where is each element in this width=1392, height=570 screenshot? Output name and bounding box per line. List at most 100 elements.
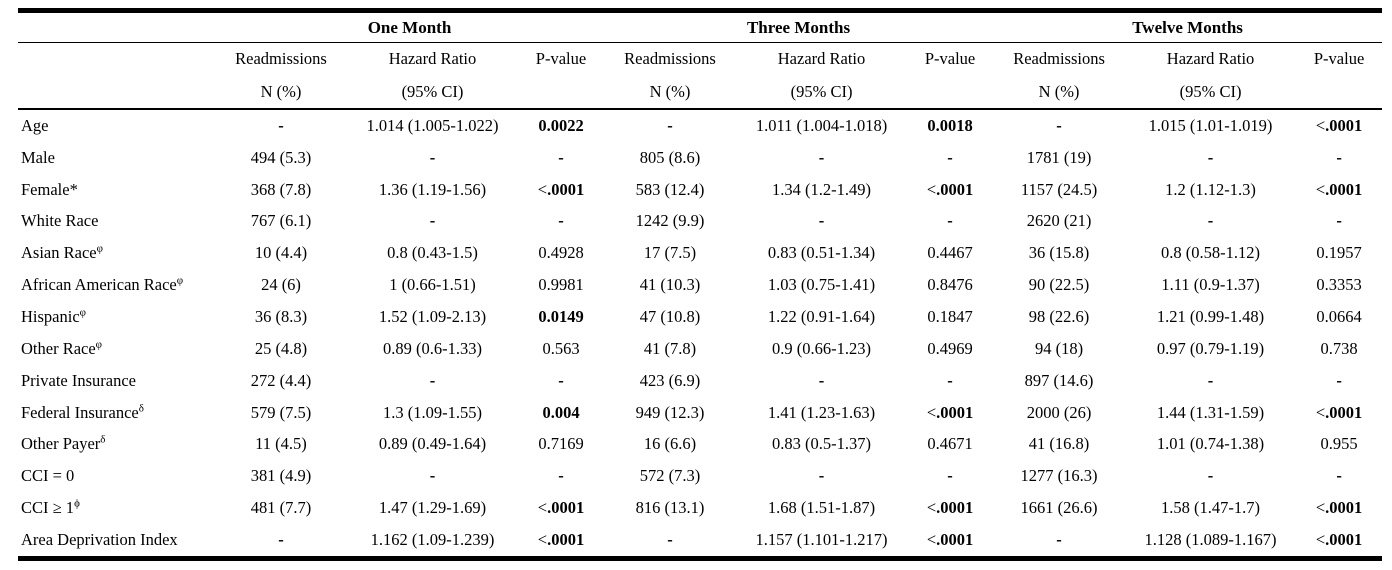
readmissions-cell: 24 (6) [261,275,301,295]
hazard-ratio-cell: 1.21 (0.99-1.48) [1156,306,1265,326]
readmissions-cell: - [1056,529,1062,549]
hazard-ratio-cell: 1.015 (1.01-1.019) [1148,115,1273,135]
column-header-readmissions: Readmissions N (%) [215,43,347,110]
p-value-cell: 0.0018 [927,115,973,135]
hazard-ratio-cell: 1.41 (1.23-1.63) [767,402,876,422]
hazard-ratio-cell: 1.44 (1.31-1.59) [1156,402,1265,422]
readmissions-cell: 583 (12.4) [635,179,705,199]
p-value-cell: - [558,147,564,167]
p-value-cell: <.0001 [1315,529,1363,549]
p-value-cell: 0.4467 [927,243,973,263]
hazard-ratio-cell: 0.83 (0.5-1.37) [772,434,871,454]
p-value-cell: 0.4671 [927,434,973,454]
readmissions-cell: 36 (8.3) [254,306,308,326]
p-value-cell: 0.1957 [1316,243,1362,263]
column-header-pvalue: P-value [518,43,604,110]
row-label: Female* [21,179,78,199]
group-header-one-month: One Month [367,17,452,37]
table-row: White Race 767 (6.1) - - 1242 (9.9) - - 2620 (2… [18,206,1382,238]
hazard-ratio-cell: - [429,466,436,486]
p-value-cell: <.0001 [1315,402,1363,422]
readmissions-cell: 272 (4.4) [250,370,312,390]
p-value-cell: 0.3353 [1316,275,1362,295]
column-header-line: N (%) [1038,81,1080,101]
column-header-line: P-value [924,49,976,68]
column-header-hazard-ratio: Hazard Ratio (95% CI) [736,43,907,110]
hazard-ratio-cell: - [429,370,436,390]
table-row: Asian Raceφ 10 (4.4) 0.8 (0.43-1.5) 0.4928 1… [18,237,1382,269]
column-header-line: Hazard Ratio [1166,49,1255,68]
hazard-ratio-cell: 1.162 (1.09-1.239) [370,529,495,549]
readmissions-cell: 10 (4.4) [254,243,308,263]
hazard-ratio-cell: 1.22 (0.91-1.64) [767,306,876,326]
p-value-cell: <.0001 [1315,115,1363,135]
hazard-ratio-cell: - [818,147,825,167]
table-row: Federal Insuranceδ 579 (7.5) 1.3 (1.09-1.5… [18,397,1382,429]
p-value-cell: <.0001 [1315,179,1363,199]
hazard-ratio-cell: 1.01 (0.74-1.38) [1156,434,1265,454]
column-header-line: N (%) [649,81,691,101]
column-header-line: P-value [1313,49,1365,68]
table-row: CCI ≥ 1ϕ 481 (7.7) 1.47 (1.29-1.69) <.0001 8… [18,492,1382,524]
p-value-cell: - [1336,211,1342,231]
p-value-cell: 0.7169 [538,434,584,454]
p-value-cell: 0.955 [1320,434,1358,454]
p-value-cell: <.0001 [926,498,974,518]
column-header-readmissions: Readmissions N (%) [993,43,1125,110]
p-value-cell: 0.9981 [538,275,584,295]
p-value-cell: 0.563 [542,338,580,358]
readmissions-cell: - [667,115,673,135]
row-label: Hispanicφ [21,306,87,326]
table-row: Age - 1.014 (1.005-1.022) 0.0022 - 1.011 (1.0… [18,109,1382,142]
readmissions-cell: 1781 (19) [1026,147,1092,167]
readmissions-cell: - [1056,115,1062,135]
column-header-hazard-ratio: Hazard Ratio (95% CI) [347,43,518,110]
readmissions-cell: 368 (7.8) [250,179,312,199]
hazard-ratio-cell: 1.2 (1.12-1.3) [1165,179,1256,199]
readmissions-cell: 94 (18) [1034,338,1084,358]
readmissions-cell: 767 (6.1) [250,211,312,231]
hazard-ratio-cell: 0.89 (0.49-1.64) [378,434,487,454]
column-header-line: Readmissions [235,49,327,68]
p-value-cell: - [558,211,564,231]
table-row: Male 494 (5.3) - - 805 (8.6) - - 1781 (19) - - [18,142,1382,174]
readmissions-cell: 423 (6.9) [639,370,701,390]
group-header-three-months: Three Months [746,17,851,37]
readmissions-cell: 897 (14.6) [1024,370,1094,390]
hazard-ratio-cell: 0.89 (0.6-1.33) [383,338,482,358]
group-header-row: One Month Three Months Twelve Months [18,11,1383,43]
row-label: CCI = 0 [21,466,75,486]
footnote-symbol: φ [176,274,184,287]
readmissions-cell: 572 (7.3) [639,466,701,486]
p-value-cell: <.0001 [537,498,585,518]
p-value-cell: 0.4928 [538,243,584,263]
hazard-ratio-cell: 1.03 (0.75-1.41) [767,275,876,295]
hazard-ratio-cell: 1.47 (1.29-1.69) [378,498,487,518]
readmissions-cell: - [278,529,284,549]
readmissions-cell: 16 (6.6) [643,434,697,454]
hazard-ratio-cell: 1.128 (1.089-1.167) [1144,529,1277,549]
readmissions-cell: 36 (15.8) [1028,243,1090,263]
footnote-symbol: φ [96,242,103,255]
readmissions-cell: 381 (4.9) [250,466,312,486]
column-header-line: (95% CI) [1179,81,1242,101]
row-label: Male [21,147,55,167]
table-row: Female* 368 (7.8) 1.36 (1.19-1.56) <.0001 58… [18,174,1382,206]
hazard-ratio-cell: - [818,211,825,231]
table-row: Other Payerδ 11 (4.5) 0.89 (0.49-1.64) 0.71… [18,428,1382,460]
p-value-cell: 0.0022 [538,115,584,135]
readmissions-cell: 17 (7.5) [643,243,697,263]
readmissions-cell: 98 (22.6) [1028,306,1090,326]
hazard-ratio-cell: 1.52 (1.09-2.13) [378,306,487,326]
p-value-cell: <.0001 [1315,498,1363,518]
p-value-cell: 0.0149 [538,306,584,326]
hazard-ratio-cell: 0.8 (0.43-1.5) [387,243,478,263]
p-value-cell: <.0001 [537,179,585,199]
hazard-ratio-cell: - [818,466,825,486]
readmissions-cell: 1157 (24.5) [1020,179,1098,199]
table-row: Hispanicφ 36 (8.3) 1.52 (1.09-2.13) 0.0149 4… [18,301,1382,333]
table-row: Area Deprivation Index - 1.162 (1.09-1.239… [18,524,1382,558]
hazard-ratio-table: One Month Three Months Twelve Months Rea… [18,8,1383,561]
readmissions-cell: 481 (7.7) [250,498,312,518]
readmissions-cell: - [278,115,284,135]
